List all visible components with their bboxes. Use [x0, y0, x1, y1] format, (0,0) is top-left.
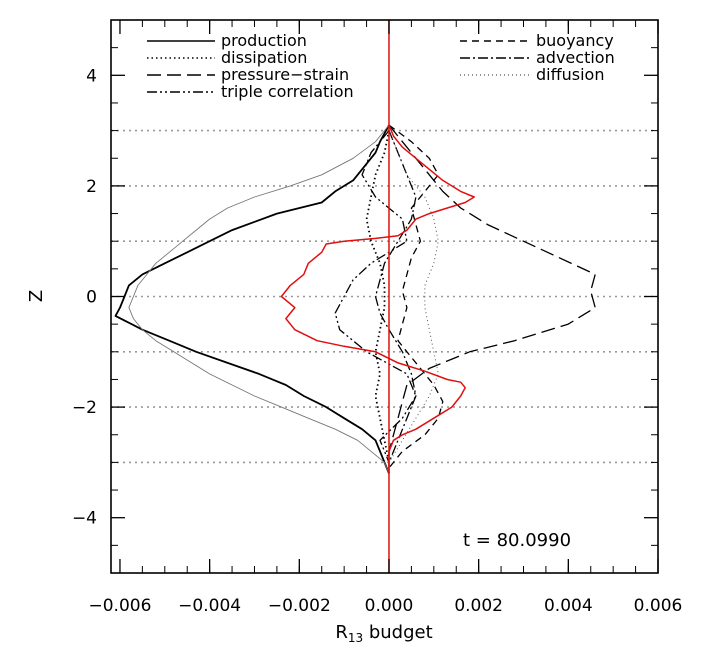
series-lines: [114, 20, 596, 573]
x-tick-label: −0.006: [89, 596, 152, 616]
y-tick-label: 2: [86, 177, 97, 197]
x-axis-label-main: R: [335, 622, 348, 643]
series-line-advection: [374, 130, 417, 463]
y-tick-label: −4: [72, 509, 97, 529]
legend: productiondissipationpressure−straintrip…: [147, 31, 615, 101]
x-axis-label: R13 budget: [335, 622, 432, 645]
annotation-time: t = 80.0990: [463, 530, 571, 551]
axis-ticks: −0.006 −0.004 −0.002 0.000 0.002 0.004 0.006 −4…: [72, 20, 682, 616]
y-tick-label: 4: [86, 66, 97, 86]
series-line-diffusion: [388, 130, 439, 463]
x-tick-label: −0.002: [268, 596, 331, 616]
series-line-unlabelled-7: [128, 124, 390, 474]
x-axis-label-rest: budget: [363, 622, 433, 643]
legend-label: pressure−strain: [221, 65, 349, 84]
reference-lines: [111, 129, 658, 464]
series-line-dissipation: [365, 130, 390, 463]
legend-label: diffusion: [536, 65, 604, 84]
legend-label: triple correlation: [221, 82, 354, 101]
legend-label: dissipation: [221, 48, 307, 67]
series-line-buoyancy: [388, 124, 444, 469]
series-line-production: [114, 124, 390, 474]
series-line-unlabelled-8: [280, 124, 475, 474]
x-tick-label: 0.000: [365, 596, 414, 616]
series-line-pressure-strain: [388, 124, 596, 468]
x-axis-label-sub: 13: [348, 631, 363, 645]
x-tick-label: 0.004: [544, 596, 593, 616]
x-tick-label: 0.002: [454, 596, 503, 616]
x-tick-label: 0.006: [634, 596, 683, 616]
y-tick-label: −2: [72, 398, 97, 418]
y-tick-label: 0: [86, 288, 97, 308]
legend-label: buoyancy: [536, 31, 614, 50]
legend-label: production: [221, 31, 307, 50]
series-line-triple-correlation: [334, 130, 417, 463]
y-axis-label: Z: [26, 290, 47, 302]
legend-label: advection: [536, 48, 615, 67]
x-tick-label: −0.004: [178, 596, 241, 616]
